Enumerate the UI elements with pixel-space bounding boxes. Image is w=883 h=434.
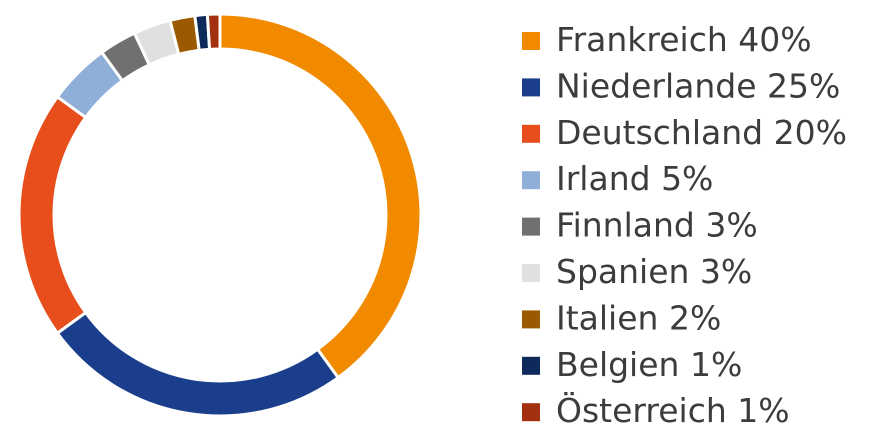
legend-item: Irland 5% xyxy=(522,159,713,198)
legend-swatch xyxy=(522,32,540,50)
legend-value: 1% xyxy=(690,344,742,383)
legend-label: Finnland 3% xyxy=(556,205,758,244)
legend-swatch xyxy=(522,171,540,190)
legend-swatch xyxy=(522,403,540,422)
legend-name: Spanien xyxy=(556,252,689,291)
legend-swatch xyxy=(522,310,540,329)
legend-item: Italien 2% xyxy=(522,298,721,337)
legend-item: Belgien 1% xyxy=(522,344,742,383)
legend-value: 1% xyxy=(737,391,789,430)
legend-item: Finnland 3% xyxy=(522,205,758,244)
legend-value: 20% xyxy=(774,112,847,151)
legend-label: Frankreich 40% xyxy=(556,20,812,59)
legend-name: Belgien xyxy=(556,344,679,383)
legend-label: Spanien 3% xyxy=(556,252,752,291)
legend-name: Frankreich xyxy=(556,20,728,59)
legend-item: Frankreich 40% xyxy=(522,20,812,59)
legend-label: Österreich 1% xyxy=(556,390,790,430)
legend-value: 25% xyxy=(767,66,840,105)
legend-value: 3% xyxy=(700,252,752,291)
legend-swatch xyxy=(522,217,540,236)
legend-swatch xyxy=(522,78,540,97)
legend-value: 3% xyxy=(705,205,757,244)
legend-item: Spanien 3% xyxy=(522,252,752,291)
donut-segment xyxy=(55,310,341,418)
donut-segment xyxy=(17,94,88,336)
legend-item: Niederlande 25% xyxy=(522,66,840,105)
legend-label: Belgien 1% xyxy=(556,344,742,383)
legend-value: 5% xyxy=(661,159,713,198)
legend-swatch xyxy=(522,356,540,375)
legend-name: Finnland xyxy=(556,205,695,244)
legend-name: Österreich xyxy=(556,390,727,430)
legend-name: Italien xyxy=(556,298,658,337)
legend-swatch xyxy=(522,124,540,143)
legend-swatch xyxy=(522,264,540,282)
legend-value: 40% xyxy=(738,20,811,59)
legend-label: Niederlande 25% xyxy=(556,66,840,105)
legend-name: Deutschland xyxy=(556,112,763,151)
legend-label: Deutschland 20% xyxy=(556,112,847,151)
legend-label: Italien 2% xyxy=(556,298,721,337)
legend-label: Irland 5% xyxy=(556,159,713,198)
legend-item: Österreich 1% xyxy=(522,390,790,430)
legend-value: 2% xyxy=(669,298,721,337)
legend-name: Irland xyxy=(556,159,651,198)
donut-segment xyxy=(205,12,222,51)
legend-name: Niederlande xyxy=(556,66,757,105)
legend-item: Deutschland 20% xyxy=(522,112,847,151)
donut-segment xyxy=(218,12,423,380)
